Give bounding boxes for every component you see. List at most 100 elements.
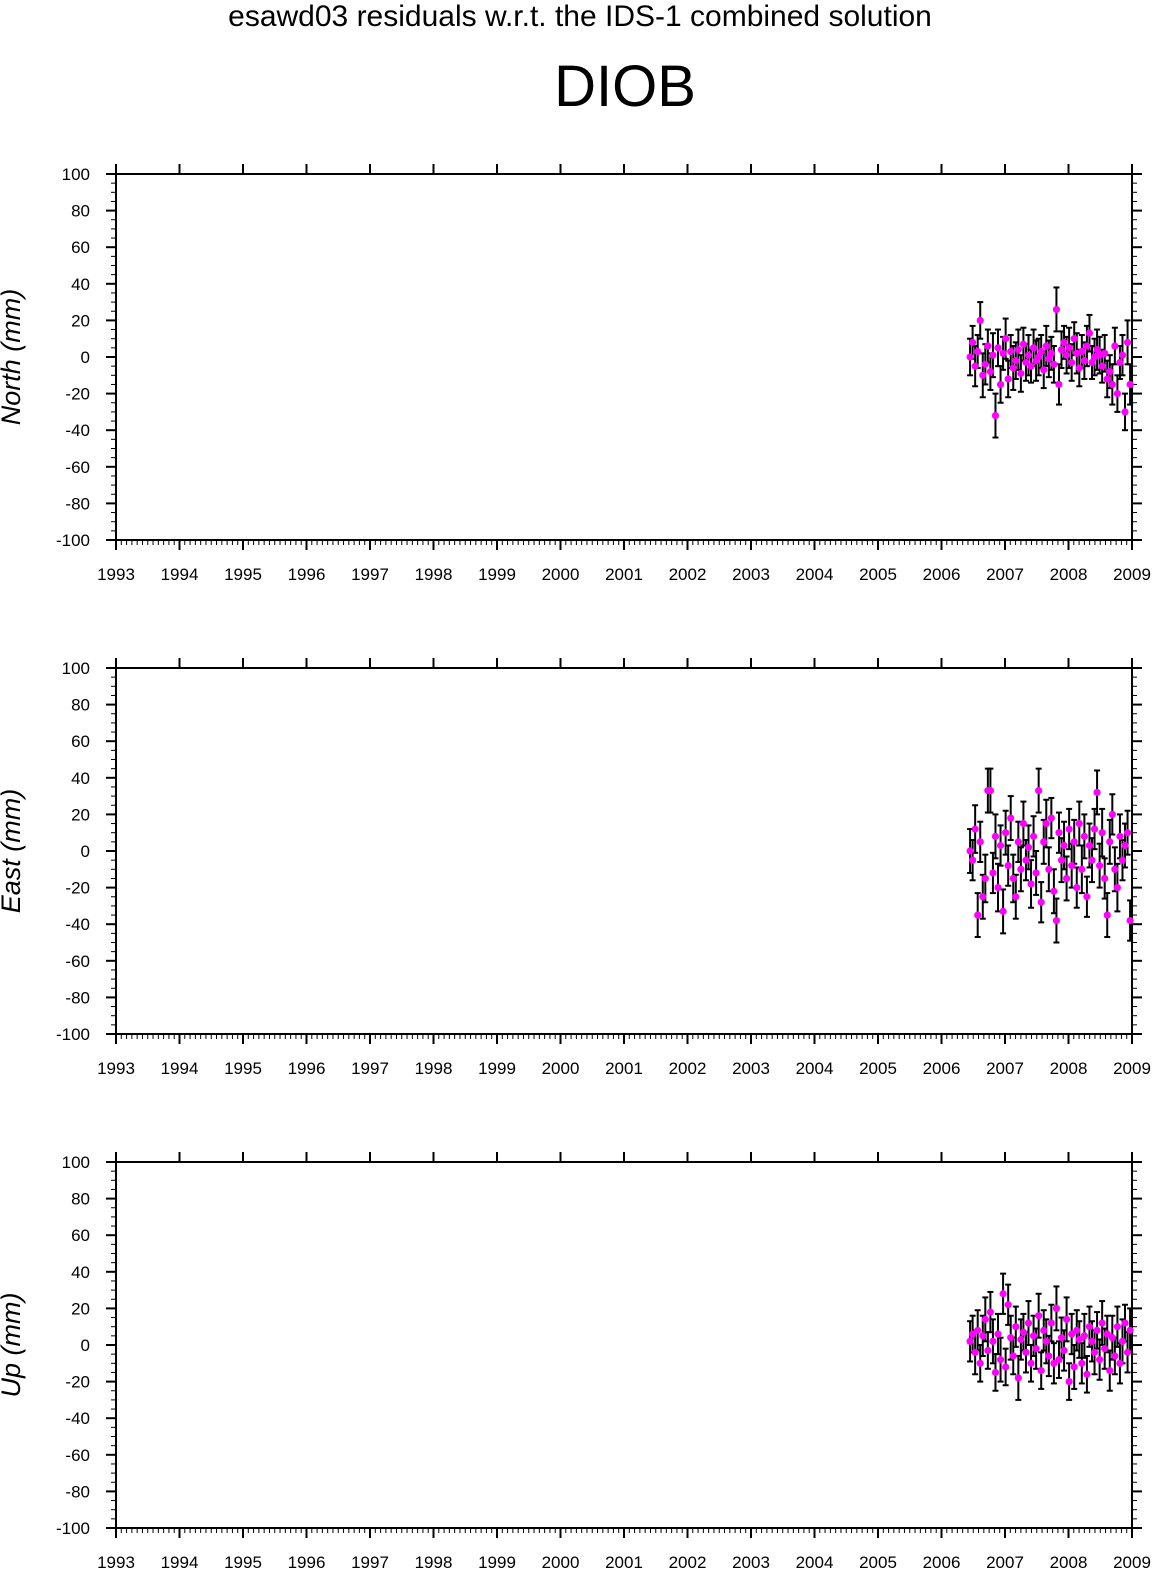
x-tick-label: 1995 — [224, 1553, 262, 1572]
data-point — [1078, 1359, 1086, 1367]
x-tick-label: 2002 — [669, 565, 707, 584]
y-tick-label: 60 — [71, 1226, 90, 1245]
data-point — [1029, 832, 1038, 840]
data-point — [989, 869, 997, 877]
x-tick-label: 1994 — [161, 1553, 199, 1572]
y-tick-label: 0 — [81, 842, 90, 861]
x-tick-label: 2003 — [732, 565, 770, 584]
data-point — [974, 347, 982, 356]
data-point — [1042, 342, 1050, 350]
x-tick-label: 1993 — [97, 1059, 135, 1078]
y-tick-label: -100 — [56, 531, 90, 550]
data-point — [966, 353, 974, 361]
x-tick-label: 1996 — [288, 1553, 326, 1572]
data-point — [1103, 1330, 1111, 1338]
data-point — [986, 787, 994, 795]
y-axis-label: North (mm) — [0, 289, 26, 426]
x-tick-label: 1996 — [288, 1059, 326, 1078]
data-point — [1078, 865, 1086, 873]
x-tick-label: 2006 — [923, 1553, 961, 1572]
x-tick-label: 2009 — [1113, 565, 1151, 584]
x-tick-label: 2009 — [1113, 1059, 1151, 1078]
data-point — [1070, 335, 1078, 343]
x-tick-label: 2000 — [542, 1553, 580, 1572]
x-tick-label: 2001 — [605, 1059, 643, 1078]
data-point — [1002, 335, 1010, 343]
data-point — [1085, 841, 1094, 850]
y-tick-label: 80 — [71, 696, 90, 715]
data-point — [1002, 1363, 1010, 1371]
data-point — [1083, 342, 1091, 350]
station-title: DIOB — [554, 54, 696, 119]
data-point — [1106, 838, 1114, 846]
data-point — [1111, 1352, 1119, 1360]
data-point — [1073, 884, 1081, 892]
data-point — [1012, 893, 1020, 901]
data-point — [1118, 856, 1127, 864]
data-point — [1052, 305, 1061, 314]
data-point — [1040, 838, 1048, 846]
x-tick-label: 1998 — [415, 1059, 453, 1078]
data-point — [1118, 1337, 1127, 1345]
x-tick-label: 2008 — [1050, 1553, 1088, 1572]
x-tick-label: 2003 — [732, 1059, 770, 1078]
data-point — [1078, 347, 1086, 356]
data-point — [1045, 1352, 1053, 1360]
x-tick-label: 2004 — [796, 1553, 834, 1572]
data-point — [976, 838, 984, 846]
data-point — [1057, 1334, 1066, 1342]
y-tick-label: -20 — [65, 1373, 90, 1392]
data-point — [1060, 338, 1068, 346]
y-tick-label: 60 — [71, 732, 90, 751]
data-point — [976, 1359, 984, 1367]
x-tick-label: 1997 — [351, 1553, 389, 1572]
data-point — [1055, 829, 1063, 837]
y-tick-label: -60 — [65, 458, 90, 477]
data-point — [1075, 1335, 1083, 1344]
data-point — [974, 911, 982, 919]
plot-frame — [115, 173, 1133, 541]
x-tick-label: 2006 — [923, 565, 961, 584]
data-point — [1111, 342, 1119, 350]
data-point — [1012, 1323, 1020, 1331]
x-tick-label: 2007 — [986, 1553, 1024, 1572]
data-point — [1080, 832, 1088, 840]
data-point — [1123, 1348, 1132, 1356]
data-point — [1007, 1334, 1015, 1342]
data-point — [1090, 1348, 1099, 1356]
y-tick-label: 0 — [81, 348, 90, 367]
data-point — [1037, 1367, 1045, 1375]
y-tick-label: -40 — [65, 1409, 90, 1428]
data-point — [1055, 380, 1063, 389]
data-point — [991, 832, 1000, 840]
x-tick-label: 2007 — [986, 565, 1024, 584]
x-tick-label: 2007 — [986, 1059, 1024, 1078]
x-tick-label: 1996 — [288, 565, 326, 584]
data-point — [1047, 349, 1055, 357]
data-point — [1024, 1319, 1033, 1327]
data-point — [994, 884, 1002, 892]
data-point — [1014, 838, 1022, 846]
x-tick-label: 1997 — [351, 1059, 389, 1078]
x-tick-label: 1995 — [224, 565, 262, 584]
data-point — [989, 1337, 997, 1345]
data-point — [1113, 1323, 1121, 1331]
data-point — [986, 1308, 994, 1316]
y-axis-label: East (mm) — [0, 789, 26, 914]
x-tick-label: 2005 — [859, 1553, 897, 1572]
data-point — [966, 1337, 974, 1345]
data-point — [1009, 1352, 1017, 1360]
data-point — [1037, 347, 1045, 356]
data-point — [1093, 788, 1101, 797]
x-tick-label: 2000 — [542, 1059, 580, 1078]
y-tick-label: 100 — [62, 1153, 90, 1172]
data-point — [969, 856, 977, 864]
data-point — [986, 368, 994, 376]
data-point — [1096, 1356, 1104, 1364]
x-tick-label: 1994 — [161, 565, 199, 584]
y-tick-label: -60 — [65, 952, 90, 971]
data-point — [976, 316, 984, 324]
data-point — [1083, 893, 1091, 901]
data-point — [984, 342, 992, 350]
data-point — [1004, 375, 1012, 383]
